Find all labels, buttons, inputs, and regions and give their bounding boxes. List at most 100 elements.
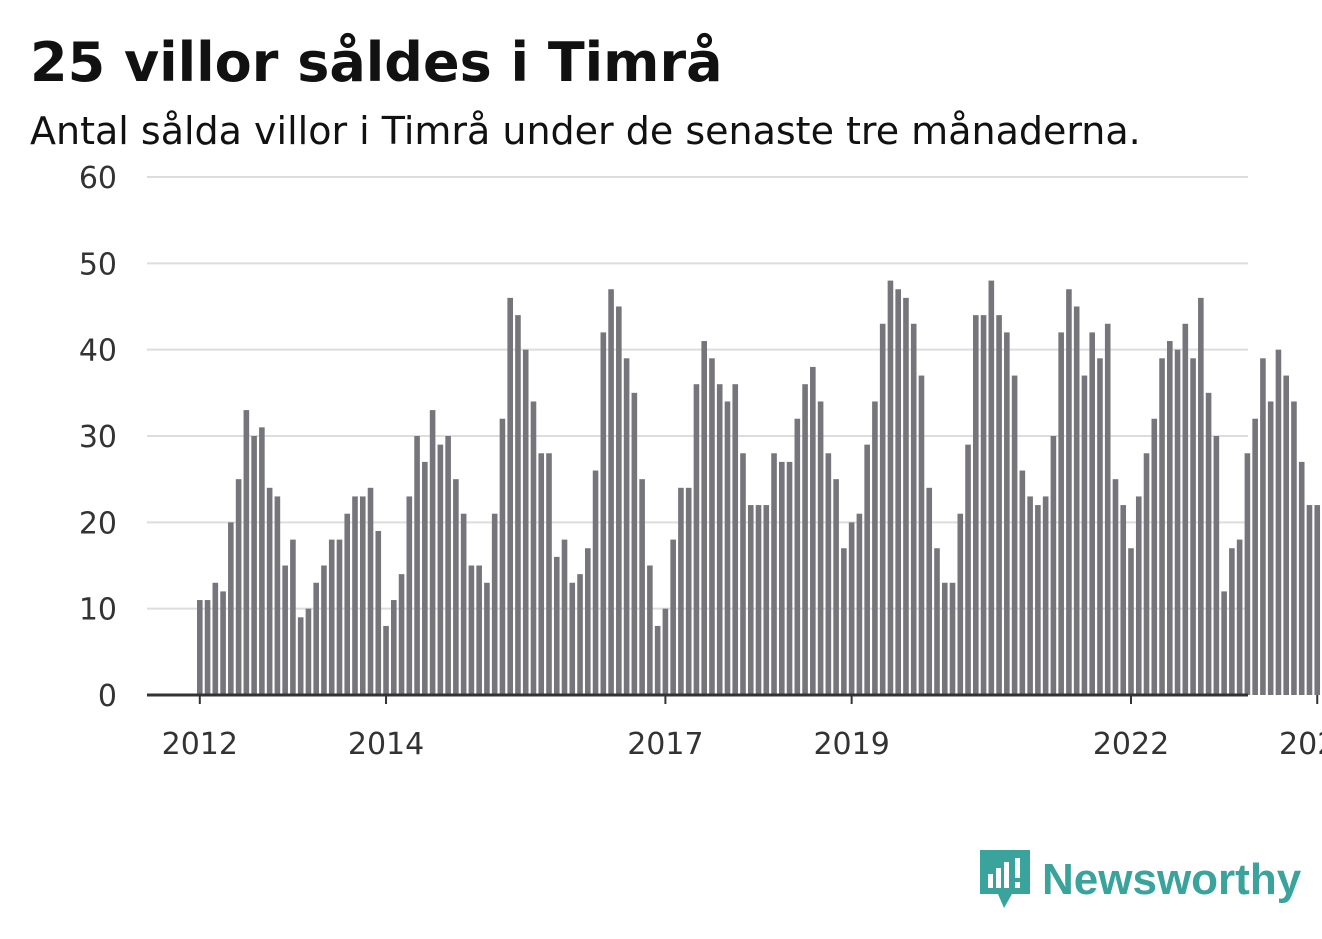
bar xyxy=(297,617,304,695)
bar xyxy=(406,496,413,695)
bar xyxy=(1306,505,1313,695)
bar xyxy=(1260,358,1266,695)
bar xyxy=(1019,470,1026,695)
bar xyxy=(305,608,312,695)
bar xyxy=(491,513,498,695)
bar xyxy=(724,401,731,695)
bar xyxy=(701,341,707,695)
bar xyxy=(259,427,265,695)
bar xyxy=(1097,358,1103,695)
bar xyxy=(228,522,234,695)
bar xyxy=(1120,505,1127,695)
bar xyxy=(934,548,940,695)
bar xyxy=(1190,358,1196,695)
bar xyxy=(965,444,971,695)
bar xyxy=(321,565,327,695)
bar xyxy=(553,556,560,695)
bar xyxy=(391,600,397,695)
x-tick-label-2019: 2019 xyxy=(813,727,889,762)
newsworthy-logo-icon xyxy=(980,850,1030,908)
bar xyxy=(1198,297,1204,695)
bar xyxy=(903,297,909,695)
bar xyxy=(786,461,793,695)
bar xyxy=(825,453,832,695)
y-tick-label-50: 50 xyxy=(79,247,117,282)
bar xyxy=(328,539,335,695)
bar xyxy=(422,461,428,695)
bar xyxy=(313,582,319,695)
y-tick-label-30: 30 xyxy=(79,420,117,455)
bar xyxy=(1252,418,1258,695)
bar xyxy=(1221,591,1227,695)
y-tick-label-10: 10 xyxy=(79,593,117,628)
bar xyxy=(988,280,995,695)
bar xyxy=(1205,392,1212,695)
bar xyxy=(561,539,568,695)
bar xyxy=(841,548,847,695)
bar xyxy=(429,410,436,695)
bar xyxy=(468,565,475,695)
bar xyxy=(1275,349,1282,695)
bar xyxy=(833,479,839,695)
x-tick-label-2022: 2022 xyxy=(1093,727,1169,762)
bar xyxy=(476,565,482,695)
bar xyxy=(437,444,444,695)
bar xyxy=(522,349,529,695)
bar xyxy=(709,358,715,695)
bar xyxy=(1004,332,1010,695)
bar xyxy=(616,306,622,695)
bar xyxy=(887,280,894,695)
y-tick-label-40: 40 xyxy=(79,334,117,369)
chart-subtitle: Antal sålda villor i Timrå under de sena… xyxy=(30,109,1141,153)
bar xyxy=(344,513,351,695)
bar xyxy=(569,582,576,695)
bar xyxy=(352,496,358,695)
bar xyxy=(235,479,242,695)
y-tick-label-20: 20 xyxy=(79,506,117,541)
bar xyxy=(747,505,754,695)
bar xyxy=(453,479,459,695)
x-tick-label-2024: 2024 xyxy=(1279,727,1322,762)
bar xyxy=(996,315,1002,695)
x-tick-label-2014: 2014 xyxy=(348,727,424,762)
bar xyxy=(693,384,700,695)
bar xyxy=(662,608,669,695)
bar xyxy=(212,582,219,695)
bar xyxy=(740,453,746,695)
bar xyxy=(1159,358,1165,695)
newsworthy-logo-text: Newsworthy xyxy=(1042,855,1302,904)
bar xyxy=(678,487,684,695)
bar xyxy=(204,600,211,695)
bar xyxy=(1081,375,1088,695)
bar xyxy=(375,530,382,695)
bar xyxy=(383,625,389,695)
bar xyxy=(1143,453,1150,695)
bar xyxy=(926,487,933,695)
bar xyxy=(367,487,374,695)
bar xyxy=(282,565,288,695)
bars xyxy=(197,280,1321,695)
bar xyxy=(957,513,964,695)
bar xyxy=(243,410,250,695)
bar xyxy=(1213,436,1220,695)
bar xyxy=(1182,323,1189,695)
bar xyxy=(197,600,203,695)
bar xyxy=(1058,332,1064,695)
bar xyxy=(949,582,956,695)
bar xyxy=(980,315,987,695)
bar xyxy=(771,453,777,695)
bar xyxy=(1027,496,1033,695)
axes xyxy=(147,693,1319,704)
x-tick-label-2017: 2017 xyxy=(627,727,703,762)
bar xyxy=(794,418,801,695)
bar xyxy=(1174,349,1181,695)
bar xyxy=(864,444,870,695)
bar xyxy=(499,418,506,695)
bar xyxy=(585,548,591,695)
bar xyxy=(1112,479,1119,695)
bar xyxy=(484,582,490,695)
bar xyxy=(623,358,630,695)
bar xyxy=(359,496,366,695)
bar xyxy=(639,479,645,695)
